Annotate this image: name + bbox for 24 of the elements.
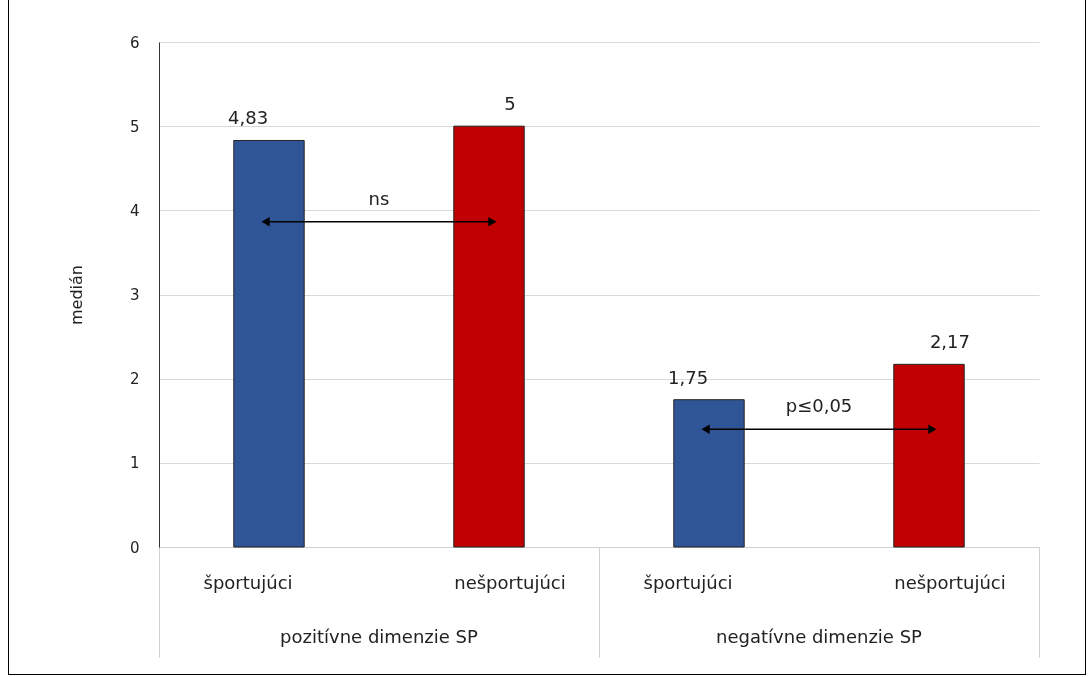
y-tick-label: 4 — [129, 201, 140, 220]
text: športujúci — [643, 572, 733, 593]
bar — [453, 125, 525, 548]
data-label: 4,83 — [228, 107, 269, 129]
annotation: ns — [368, 187, 390, 209]
x-tick-label: pozitívne dimenzie SP — [280, 626, 479, 647]
text: nešportujúci — [894, 572, 1006, 593]
x-tick-label: negatívne dimenzie SP — [716, 626, 923, 647]
y-tick-label: 2 — [129, 370, 140, 389]
series-label: nešportujúci — [454, 572, 566, 593]
bar — [673, 399, 745, 548]
y-tick-label: 5 — [129, 117, 140, 136]
series-label: športujúci — [203, 572, 293, 593]
bar — [233, 139, 305, 548]
annotation: p≤0,05 — [785, 395, 853, 417]
y-tick-label: 0 — [129, 538, 140, 557]
y-tick-label: 1 — [129, 454, 140, 473]
data-label: 2,17 — [929, 331, 970, 353]
y-tick-label: 3 — [129, 286, 140, 304]
data-label: 1,75 — [668, 366, 709, 388]
y-tick-label: 6 — [129, 33, 140, 52]
bar — [893, 363, 965, 548]
data-label: 5 — [504, 93, 516, 115]
y-axis-title: medián — [66, 265, 86, 325]
